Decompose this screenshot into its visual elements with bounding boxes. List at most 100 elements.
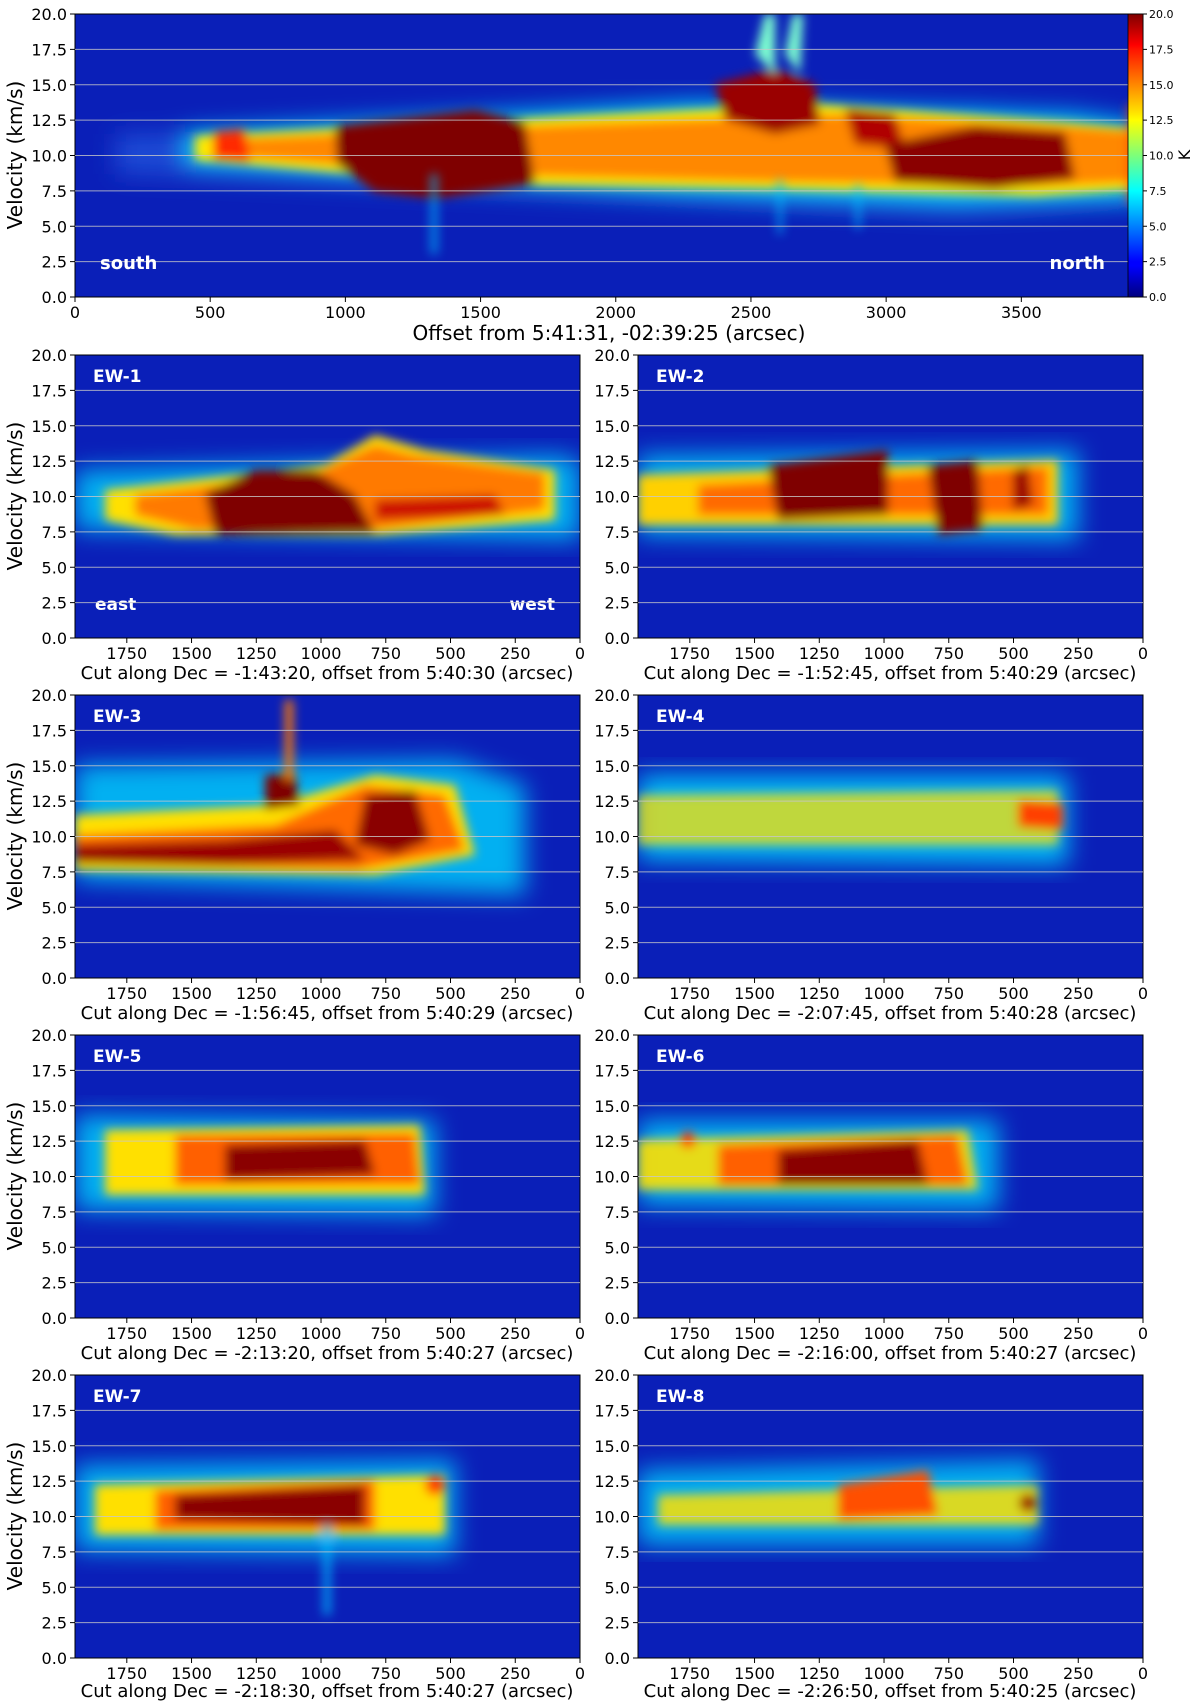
ew-8-x-axis-label: Cut along Dec = -2:26:50, offset from 5:… [644,1681,1137,1702]
y-tick-label-ew2-7: 17.5 [594,381,630,400]
x-tick-label-ew1-4: 750 [370,644,401,663]
x-tick-label-ew7-7: 0 [575,1664,585,1683]
y-tick-label-ew3-6: 15.0 [31,757,67,776]
y-tick-label-ew8-2: 5.0 [605,1578,630,1597]
ew-3-y-axis-label: Velocity (km/s) [3,762,27,911]
x-tick-label-main-3: 1500 [460,303,501,322]
x-tick-label-ew5-1: 1500 [171,1324,212,1343]
ew-4-title: EW-4 [656,707,705,727]
y-tick-label-main-5: 12.5 [31,111,67,130]
panel-ew-3: EW-3 Cut along Dec = -1:56:45, offset fr… [3,694,581,1024]
x-tick-label-ew6-3: 1000 [864,1324,905,1343]
annotation-south: south [100,253,157,274]
panel-ew-1: EW-1 east west Cut along Dec = -1:43:20,… [3,354,581,684]
colorbar-tick-label-4: 10.0 [1149,150,1174,163]
y-tick-label-ew6-5: 12.5 [594,1132,630,1151]
y-tick-label-ew5-0: 0.0 [42,1309,67,1328]
y-tick-label-ew2-4: 10.0 [594,488,630,507]
y-tick-label-ew2-5: 12.5 [594,452,630,471]
x-tick-label-ew7-1: 1500 [171,1664,212,1683]
x-tick-label-ew5-4: 750 [370,1324,401,1343]
x-tick-label-ew5-3: 1000 [301,1324,342,1343]
y-tick-label-ew4-5: 12.5 [594,792,630,811]
y-tick-label-ew6-3: 7.5 [605,1203,630,1222]
y-tick-label-ew2-1: 2.5 [605,594,630,613]
y-tick-label-ew3-3: 7.5 [42,863,67,882]
y-tick-label-ew4-4: 10.0 [594,828,630,847]
y-tick-label-ew4-6: 15.0 [594,757,630,776]
x-tick-label-ew5-6: 250 [500,1324,531,1343]
y-tick-label-ew5-2: 5.0 [42,1238,67,1257]
colorbar-tick-label-2: 15.0 [1149,79,1174,92]
colorbar-label: K [1175,149,1194,160]
x-tick-label-ew5-7: 0 [575,1324,585,1343]
main-x-axis-label: Offset from 5:41:31, -02:39:25 (arcsec) [413,321,806,345]
x-tick-label-ew3-7: 0 [575,984,585,1003]
x-tick-label-ew1-7: 0 [575,644,585,663]
y-tick-label-ew7-2: 5.0 [42,1578,67,1597]
x-tick-label-ew2-6: 250 [1063,644,1094,663]
annotation-west: west [510,595,555,615]
panel-ew-8: EW-8 Cut along Dec = -2:26:50, offset fr… [637,1374,1144,1702]
x-tick-label-ew4-1: 1500 [734,984,775,1003]
x-tick-label-ew1-2: 1250 [236,644,277,663]
y-tick-label-ew4-3: 7.5 [605,863,630,882]
y-tick-label-ew2-6: 15.0 [594,417,630,436]
x-tick-label-ew8-4: 750 [933,1664,964,1683]
y-tick-label-ew1-0: 0.0 [42,629,67,648]
ew-5-y-axis-label: Velocity (km/s) [3,1102,27,1251]
ew-5-x-axis-label: Cut along Dec = -2:13:20, offset from 5:… [81,1343,574,1364]
x-tick-label-ew5-2: 1250 [236,1324,277,1343]
x-tick-label-ew8-5: 500 [998,1664,1029,1683]
y-tick-label-ew2-2: 5.0 [605,558,630,577]
x-tick-label-ew3-5: 500 [435,984,466,1003]
x-tick-label-ew3-3: 1000 [301,984,342,1003]
x-tick-label-ew6-1: 1500 [734,1324,775,1343]
y-tick-label-ew5-8: 20.0 [31,1026,67,1045]
x-tick-label-ew1-6: 250 [500,644,531,663]
y-tick-label-ew3-0: 0.0 [42,969,67,988]
y-tick-label-main-0: 0.0 [42,288,67,307]
annotation-east: east [95,595,136,615]
x-tick-label-ew8-6: 250 [1063,1664,1094,1683]
x-tick-label-ew7-2: 1250 [236,1664,277,1683]
x-tick-label-ew6-5: 500 [998,1324,1029,1343]
y-tick-label-ew7-7: 17.5 [31,1401,67,1420]
x-tick-label-ew8-0: 1750 [669,1664,710,1683]
y-tick-label-main-7: 17.5 [31,40,67,59]
panel-ew-6: EW-6 Cut along Dec = -2:16:00, offset fr… [637,1034,1144,1364]
x-tick-label-ew6-2: 1250 [799,1324,840,1343]
y-tick-label-ew6-8: 20.0 [594,1026,630,1045]
x-tick-label-ew1-0: 1750 [106,644,147,663]
x-tick-label-ew3-4: 750 [370,984,401,1003]
y-tick-label-ew1-7: 17.5 [31,381,67,400]
y-tick-label-ew7-1: 2.5 [42,1614,67,1633]
y-tick-label-ew5-6: 15.0 [31,1097,67,1116]
colorbar-tick-label-6: 5.0 [1149,220,1167,233]
x-tick-label-ew2-3: 1000 [864,644,905,663]
y-tick-label-ew3-8: 20.0 [31,686,67,705]
main-x-ticks: 0.0 2.5 5.0 7.5 10.0 12.5 15.0 17.5 20.0 0 500 1000… [31,5,1143,322]
x-tick-label-ew4-7: 0 [1138,984,1148,1003]
x-tick-label-ew7-5: 500 [435,1664,466,1683]
x-tick-label-ew2-2: 1250 [799,644,840,663]
y-tick-label-ew1-2: 5.0 [42,558,67,577]
x-tick-label-ew3-2: 1250 [236,984,277,1003]
y-tick-label-ew6-6: 15.0 [594,1097,630,1116]
y-tick-label-ew6-4: 10.0 [594,1168,630,1187]
x-tick-label-main-7: 3500 [1001,303,1042,322]
y-tick-label-ew7-5: 12.5 [31,1472,67,1491]
y-tick-label-ew1-1: 2.5 [42,594,67,613]
x-tick-label-ew6-6: 250 [1063,1324,1094,1343]
y-tick-label-ew3-4: 10.0 [31,828,67,847]
ew-4-x-axis-label: Cut along Dec = -2:07:45, offset from 5:… [644,1003,1137,1024]
x-tick-label-ew2-4: 750 [933,644,964,663]
y-tick-label-ew7-6: 15.0 [31,1437,67,1456]
y-tick-label-ew3-5: 12.5 [31,792,67,811]
x-tick-label-ew4-2: 1250 [799,984,840,1003]
y-tick-label-ew5-5: 12.5 [31,1132,67,1151]
x-tick-label-ew1-3: 1000 [301,644,342,663]
ew-1-x-axis-label: Cut along Dec = -1:43:20, offset from 5:… [81,663,574,684]
x-tick-label-ew4-4: 750 [933,984,964,1003]
x-tick-label-ew2-5: 500 [998,644,1029,663]
